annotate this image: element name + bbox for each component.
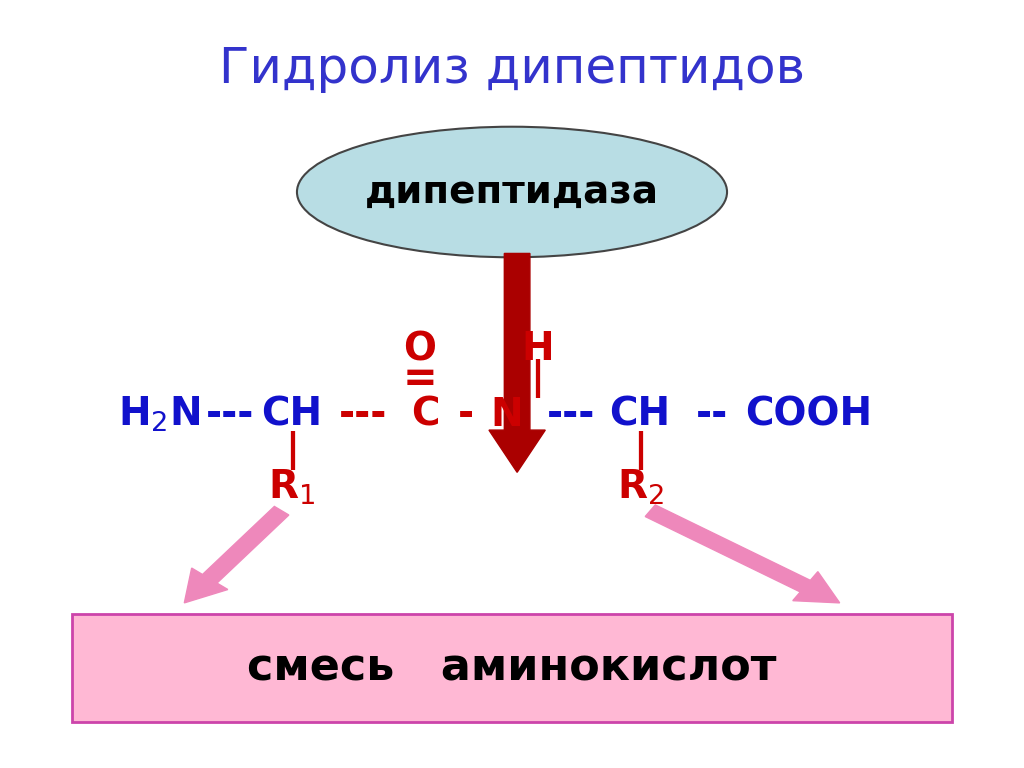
Text: R$_1$: R$_1$ (268, 468, 315, 508)
Text: ---: --- (547, 396, 596, 434)
Text: ---: --- (206, 396, 255, 434)
Text: =: = (402, 358, 437, 399)
Text: H: H (521, 330, 554, 369)
Text: C: C (411, 396, 439, 434)
Text: N: N (490, 396, 523, 434)
Text: O: O (403, 330, 436, 369)
Text: COOH: COOH (745, 396, 872, 434)
Ellipse shape (297, 127, 727, 257)
Text: |: | (285, 432, 299, 470)
Text: дипептидаза: дипептидаза (365, 173, 659, 211)
Text: |: | (530, 359, 545, 398)
Text: R$_2$: R$_2$ (616, 468, 664, 508)
Text: CH: CH (261, 396, 323, 434)
Text: |: | (633, 432, 647, 470)
Text: ---: --- (339, 396, 388, 434)
FancyArrow shape (489, 253, 545, 472)
Text: Гидролиз дипептидов: Гидролиз дипептидов (219, 45, 805, 93)
FancyArrow shape (184, 506, 289, 603)
FancyBboxPatch shape (72, 614, 952, 722)
Text: H$_2$N: H$_2$N (118, 395, 200, 435)
Text: смесь   аминокислот: смесь аминокислот (247, 647, 777, 690)
Text: -: - (458, 396, 474, 434)
Text: --: -- (695, 396, 728, 434)
FancyArrow shape (645, 505, 840, 603)
Text: CH: CH (609, 396, 671, 434)
